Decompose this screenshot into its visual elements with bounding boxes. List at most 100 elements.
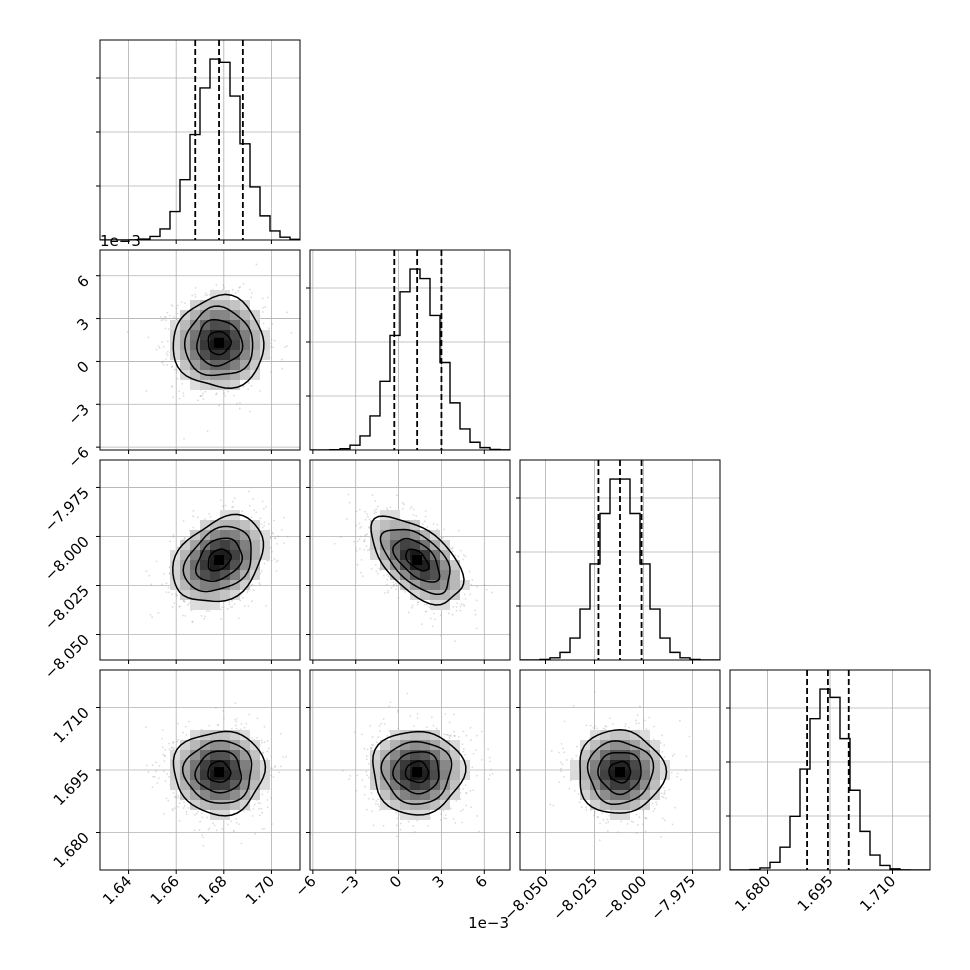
scatter-point — [443, 733, 446, 736]
scatter-point — [407, 611, 410, 614]
scatter-point — [233, 394, 235, 397]
density-cell — [170, 560, 180, 570]
scatter-point — [172, 741, 175, 744]
scatter-point — [411, 604, 414, 607]
scatter-point — [375, 741, 378, 744]
scatter-point — [163, 760, 166, 763]
density-cell — [400, 540, 410, 550]
scatter-point — [487, 748, 490, 751]
scatter-point — [476, 774, 478, 777]
density-cell — [220, 520, 230, 530]
density-cell — [440, 780, 450, 790]
scatter-point — [277, 771, 280, 774]
scatter-point — [386, 591, 389, 594]
scatter-point — [256, 717, 259, 720]
scatter-point — [370, 568, 373, 570]
scatter-point — [453, 730, 456, 733]
scatter-point — [255, 263, 258, 266]
scatter-point — [235, 727, 238, 730]
scatter-point — [368, 776, 370, 779]
scatter-point — [568, 787, 571, 790]
scatter-point — [203, 518, 206, 521]
scatter-point — [490, 768, 492, 771]
scatter-point — [243, 726, 246, 729]
scatter-point — [276, 542, 278, 545]
density-cell — [590, 740, 600, 750]
scatter-point — [234, 702, 237, 705]
scatter-point — [456, 602, 459, 605]
scatter-point — [406, 692, 409, 695]
scatter-point — [642, 809, 645, 812]
density-cell — [380, 740, 390, 750]
scatter-point — [213, 824, 216, 827]
scatter-point — [440, 537, 443, 539]
density-cell — [230, 780, 240, 790]
scatter-point — [149, 613, 152, 616]
scatter-point — [653, 725, 655, 728]
scatter-point — [369, 724, 372, 727]
scatter-point — [673, 753, 676, 756]
scatter-point — [235, 720, 238, 723]
scatter-point — [250, 737, 253, 740]
scatter-point — [455, 609, 458, 612]
scatter-point — [358, 508, 361, 511]
density-cell — [220, 370, 230, 380]
scatter-point — [166, 364, 169, 366]
density-cell — [640, 730, 650, 740]
scatter-point — [171, 746, 174, 749]
density-cell — [640, 780, 650, 790]
scatter-point — [261, 526, 264, 529]
density-cell — [650, 760, 660, 770]
density-cell — [250, 760, 260, 770]
contour-level-3 — [172, 293, 265, 390]
density-cell — [380, 510, 390, 520]
density-cell — [600, 730, 610, 740]
density-cell — [170, 780, 180, 790]
scatter-point — [167, 328, 170, 330]
density-cell — [170, 570, 180, 580]
scatter-point — [235, 717, 238, 720]
density-cell — [440, 590, 450, 600]
scatter-point — [407, 821, 410, 823]
density-cell — [220, 360, 230, 370]
density-cell — [430, 770, 440, 780]
scatter-point — [263, 741, 266, 744]
scatter-point — [269, 536, 272, 539]
scatter-point — [365, 758, 368, 761]
scatter-point — [643, 719, 646, 722]
density-cell — [190, 330, 200, 340]
panels: 1.64 1.66 1.68 1.70 −6 −3 0 3 6 −8.050−8.025−8.00… — [41, 39, 931, 924]
scatter-point — [177, 304, 179, 307]
scatter-point — [248, 382, 250, 384]
scatter-point — [182, 520, 185, 522]
scatter-point — [392, 583, 395, 586]
scatter-point — [171, 605, 174, 608]
scatter-point — [605, 822, 607, 824]
density-cell — [390, 770, 400, 780]
scatter-point — [220, 618, 222, 620]
scatter-point — [252, 808, 255, 810]
scatter-point — [472, 752, 475, 755]
scatter-point — [263, 562, 266, 565]
scatter-point — [462, 748, 465, 750]
scatter-point — [678, 719, 681, 722]
scatter-point — [333, 542, 336, 545]
density-cell — [390, 560, 400, 570]
density-cell — [170, 350, 180, 360]
scatter-point — [164, 748, 167, 751]
scatter-point — [425, 603, 428, 606]
scatter-point — [558, 751, 560, 754]
scatter-point — [580, 806, 583, 809]
scatter-point — [207, 828, 210, 831]
density-cell — [200, 570, 210, 580]
scatter-point — [416, 603, 419, 606]
scatter-point — [571, 758, 574, 760]
density-cell — [250, 540, 260, 550]
panel-frame — [309, 669, 511, 871]
density-cell — [190, 740, 200, 750]
scatter-point — [464, 597, 467, 600]
density-cell — [640, 750, 650, 760]
scatter-point — [233, 830, 236, 833]
density-cell — [630, 790, 640, 800]
scatter-point — [165, 319, 168, 322]
